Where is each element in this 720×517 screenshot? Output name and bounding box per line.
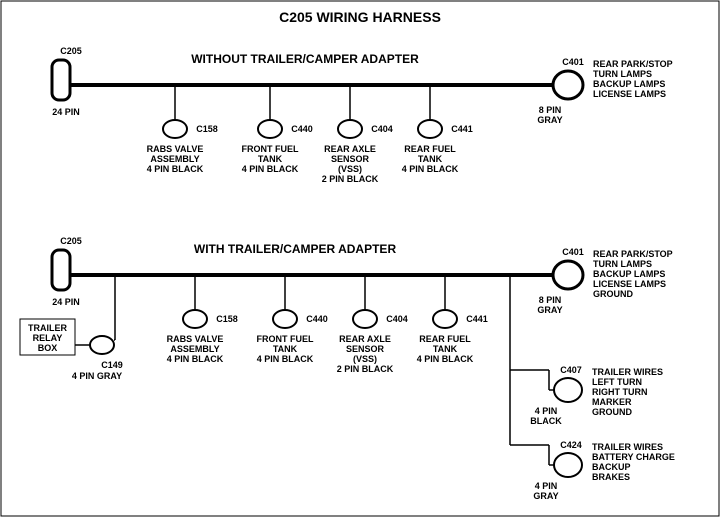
svg-text:C149: C149 [101,360,123,370]
drop-connector [183,310,207,328]
svg-text:C424: C424 [560,440,582,450]
wiring-diagram: C205 WIRING HARNESS WITHOUT TRAILER/CAMPE… [0,0,720,517]
svg-text:C440: C440 [306,314,328,324]
svg-text:(VSS): (VSS) [353,354,377,364]
svg-text:GRAY: GRAY [533,491,558,501]
svg-text:TRAILER WIRES: TRAILER WIRES [592,442,663,452]
drop-connector [418,120,442,138]
svg-text:RABS VALVE: RABS VALVE [147,144,204,154]
svg-text:MARKER: MARKER [592,397,632,407]
svg-text:LEFT TURN: LEFT TURN [592,377,642,387]
svg-text:TRAILER WIRES: TRAILER WIRES [592,367,663,377]
svg-text:TANK: TANK [273,344,298,354]
svg-text:2 PIN BLACK: 2 PIN BLACK [322,174,379,184]
right-connector [553,261,583,289]
svg-text:SENSOR: SENSOR [346,344,385,354]
svg-text:BACKUP: BACKUP [592,462,631,472]
svg-text:BACKUP LAMPS: BACKUP LAMPS [593,269,665,279]
svg-text:BOX: BOX [38,343,58,353]
svg-text:C440: C440 [291,124,313,134]
svg-text:ASSEMBLY: ASSEMBLY [170,344,219,354]
svg-text:4 PIN BLACK: 4 PIN BLACK [257,354,314,364]
aux-right-connector [554,378,582,402]
svg-text:REAR PARK/STOP: REAR PARK/STOP [593,59,673,69]
svg-text:GRAY: GRAY [537,115,562,125]
svg-text:4 PIN BLACK: 4 PIN BLACK [402,164,459,174]
svg-text:2 PIN BLACK: 2 PIN BLACK [337,364,394,374]
svg-text:TANK: TANK [418,154,443,164]
svg-text:LICENSE LAMPS: LICENSE LAMPS [593,89,666,99]
svg-text:BATTERY CHARGE: BATTERY CHARGE [592,452,675,462]
drop-connector [433,310,457,328]
left-connector-label: C205 [60,46,82,56]
right-connector [553,71,583,99]
svg-text:(VSS): (VSS) [338,164,362,174]
section-subtitle: WITHOUT TRAILER/CAMPER ADAPTER [191,52,419,66]
svg-text:4 PIN BLACK: 4 PIN BLACK [147,164,204,174]
svg-text:FRONT FUEL: FRONT FUEL [257,334,314,344]
svg-text:ASSEMBLY: ASSEMBLY [150,154,199,164]
svg-text:REAR FUEL: REAR FUEL [404,144,456,154]
aux-right-connector [554,453,582,477]
left-connector [52,60,70,100]
svg-text:4 PIN: 4 PIN [535,481,558,491]
svg-text:RABS VALVE: RABS VALVE [167,334,224,344]
svg-text:TANK: TANK [433,344,458,354]
drop-connector [353,310,377,328]
svg-text:C158: C158 [196,124,218,134]
svg-text:C407: C407 [560,365,582,375]
svg-text:SENSOR: SENSOR [331,154,370,164]
svg-text:4 PIN BLACK: 4 PIN BLACK [417,354,474,364]
drop-connector [163,120,187,138]
svg-text:BLACK: BLACK [530,416,562,426]
svg-text:TURN LAMPS: TURN LAMPS [593,259,652,269]
svg-text:4 PIN: 4 PIN [535,406,558,416]
svg-text:GROUND: GROUND [593,289,633,299]
svg-text:GROUND: GROUND [592,407,632,417]
right-connector-label: C401 [562,57,584,67]
svg-text:BRAKES: BRAKES [592,472,630,482]
svg-text:REAR PARK/STOP: REAR PARK/STOP [593,249,673,259]
diagram-title: C205 WIRING HARNESS [279,9,441,25]
svg-text:RELAY: RELAY [33,333,63,343]
drop-connector [338,120,362,138]
right-connector-label: C401 [562,247,584,257]
drop-connector [258,120,282,138]
section-subtitle: WITH TRAILER/CAMPER ADAPTER [194,242,397,256]
drop-connector [273,310,297,328]
left-connector-label: C205 [60,236,82,246]
svg-text:C441: C441 [451,124,473,134]
svg-text:4 PIN GRAY: 4 PIN GRAY [72,371,122,381]
svg-text:C404: C404 [371,124,393,134]
svg-text:24 PIN: 24 PIN [52,107,80,117]
svg-text:TURN LAMPS: TURN LAMPS [593,69,652,79]
svg-text:24 PIN: 24 PIN [52,297,80,307]
svg-text:FRONT FUEL: FRONT FUEL [242,144,299,154]
svg-text:TRAILER: TRAILER [28,323,67,333]
svg-text:REAR FUEL: REAR FUEL [419,334,471,344]
svg-text:4 PIN BLACK: 4 PIN BLACK [167,354,224,364]
svg-text:RIGHT TURN: RIGHT TURN [592,387,648,397]
svg-text:LICENSE LAMPS: LICENSE LAMPS [593,279,666,289]
svg-text:TANK: TANK [258,154,283,164]
svg-text:C441: C441 [466,314,488,324]
svg-text:C158: C158 [216,314,238,324]
svg-text:8 PIN: 8 PIN [539,295,562,305]
svg-text:8 PIN: 8 PIN [539,105,562,115]
svg-text:4 PIN BLACK: 4 PIN BLACK [242,164,299,174]
svg-text:GRAY: GRAY [537,305,562,315]
svg-text:BACKUP LAMPS: BACKUP LAMPS [593,79,665,89]
left-connector [52,250,70,290]
svg-text:REAR AXLE: REAR AXLE [339,334,391,344]
aux-left-connector [90,336,114,354]
svg-text:C404: C404 [386,314,408,324]
svg-text:REAR AXLE: REAR AXLE [324,144,376,154]
